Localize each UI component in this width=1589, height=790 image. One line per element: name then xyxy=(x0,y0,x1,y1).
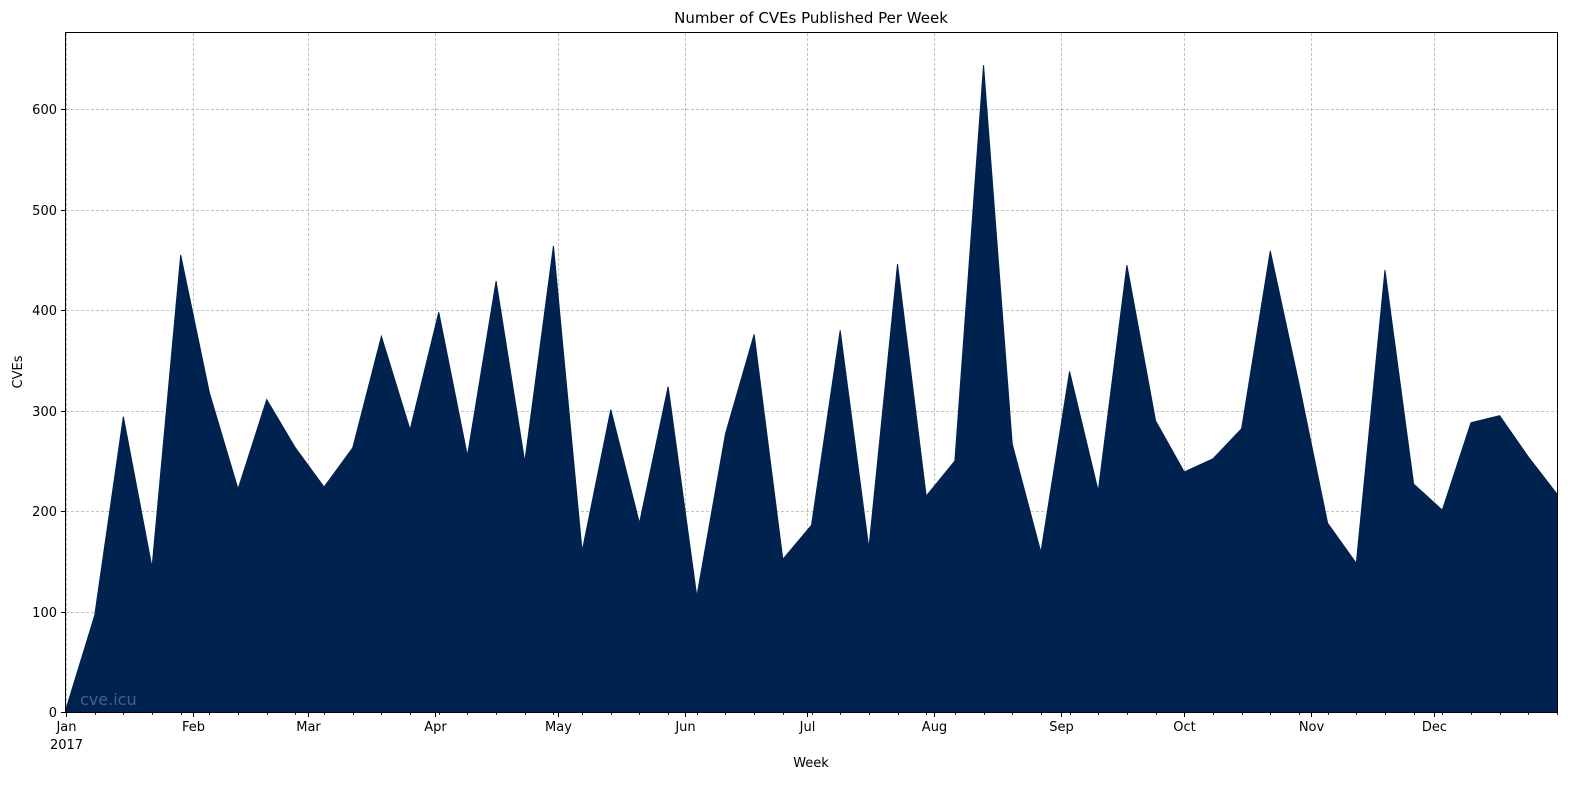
y-tick-label: 500 xyxy=(32,204,57,219)
cve-area-series xyxy=(65,65,1558,713)
x-tick-label: Sep xyxy=(1049,720,1074,735)
chart-title: Number of CVEs Published Per Week xyxy=(674,9,948,27)
x-tick-label: Aug xyxy=(922,720,947,735)
x-tick-label: Jun xyxy=(674,720,695,735)
x-tick-label: Jul xyxy=(799,720,816,735)
x-tick-label: Jan xyxy=(55,720,76,735)
x-axis: Jan 2017 Feb Mar Apr May Jun Jul Aug Sep Oct Nov Dec xyxy=(50,712,1558,753)
y-tick-label: 600 xyxy=(32,103,57,118)
x-tick-year-label: 2017 xyxy=(50,738,83,753)
y-tick-label: 400 xyxy=(32,304,57,319)
y-axis: 0 100 200 300 400 500 600 xyxy=(32,103,66,721)
plot-frame xyxy=(65,32,1558,713)
x-tick-label: Mar xyxy=(296,720,321,735)
x-tick-label: Feb xyxy=(182,720,205,735)
x-tick-label: Dec xyxy=(1422,720,1447,735)
x-tick-label: Nov xyxy=(1299,720,1325,735)
x-tick-label: Apr xyxy=(424,720,447,735)
y-tick-label: 0 xyxy=(49,706,57,721)
x-tick-label: Oct xyxy=(1173,720,1195,735)
x-axis-label: Week xyxy=(793,756,829,771)
y-tick-label: 200 xyxy=(32,505,57,520)
y-axis-label: CVEs xyxy=(11,355,26,388)
x-tick-label: May xyxy=(545,720,572,735)
y-tick-label: 100 xyxy=(32,606,57,621)
y-tick-label: 300 xyxy=(32,405,57,420)
watermark: cve.icu xyxy=(80,690,137,709)
